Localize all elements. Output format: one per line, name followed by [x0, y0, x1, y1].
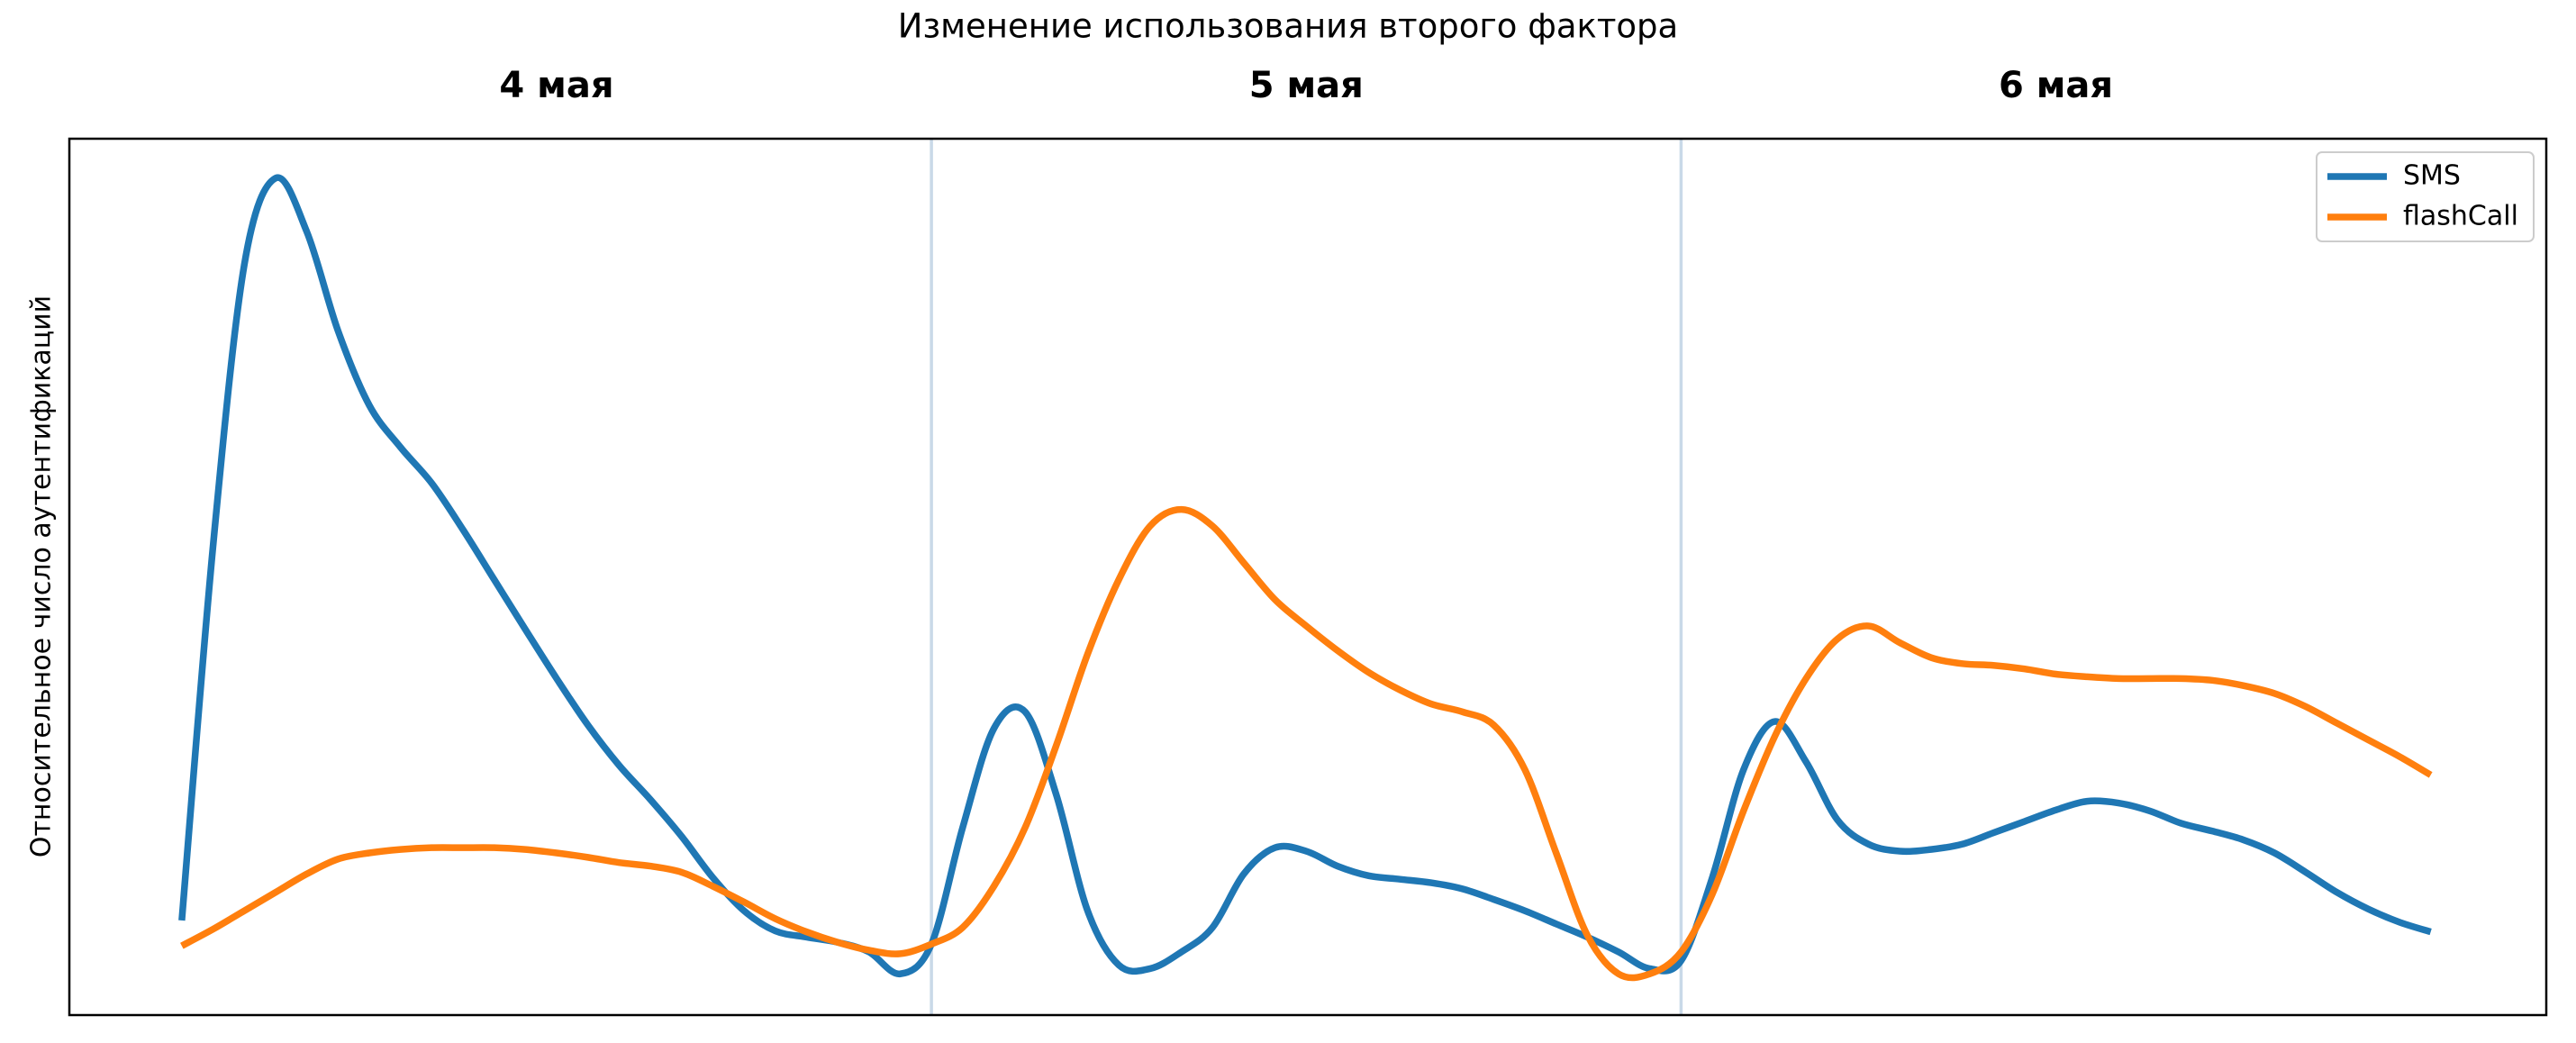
day-label: 4 мая [499, 65, 613, 106]
y-axis-label: Относительное число аутентификаций [26, 295, 58, 857]
legend-label: flashCall [2403, 201, 2518, 232]
legend-label: SMS [2403, 160, 2461, 192]
day-label: 5 мая [1249, 65, 1364, 106]
chart-title: Изменение использования второго фактора [898, 7, 1678, 46]
plot-frame [68, 137, 2548, 1017]
day-label: 6 мая [1999, 65, 2113, 106]
series-line [180, 505, 2433, 982]
series-line [178, 174, 2432, 978]
